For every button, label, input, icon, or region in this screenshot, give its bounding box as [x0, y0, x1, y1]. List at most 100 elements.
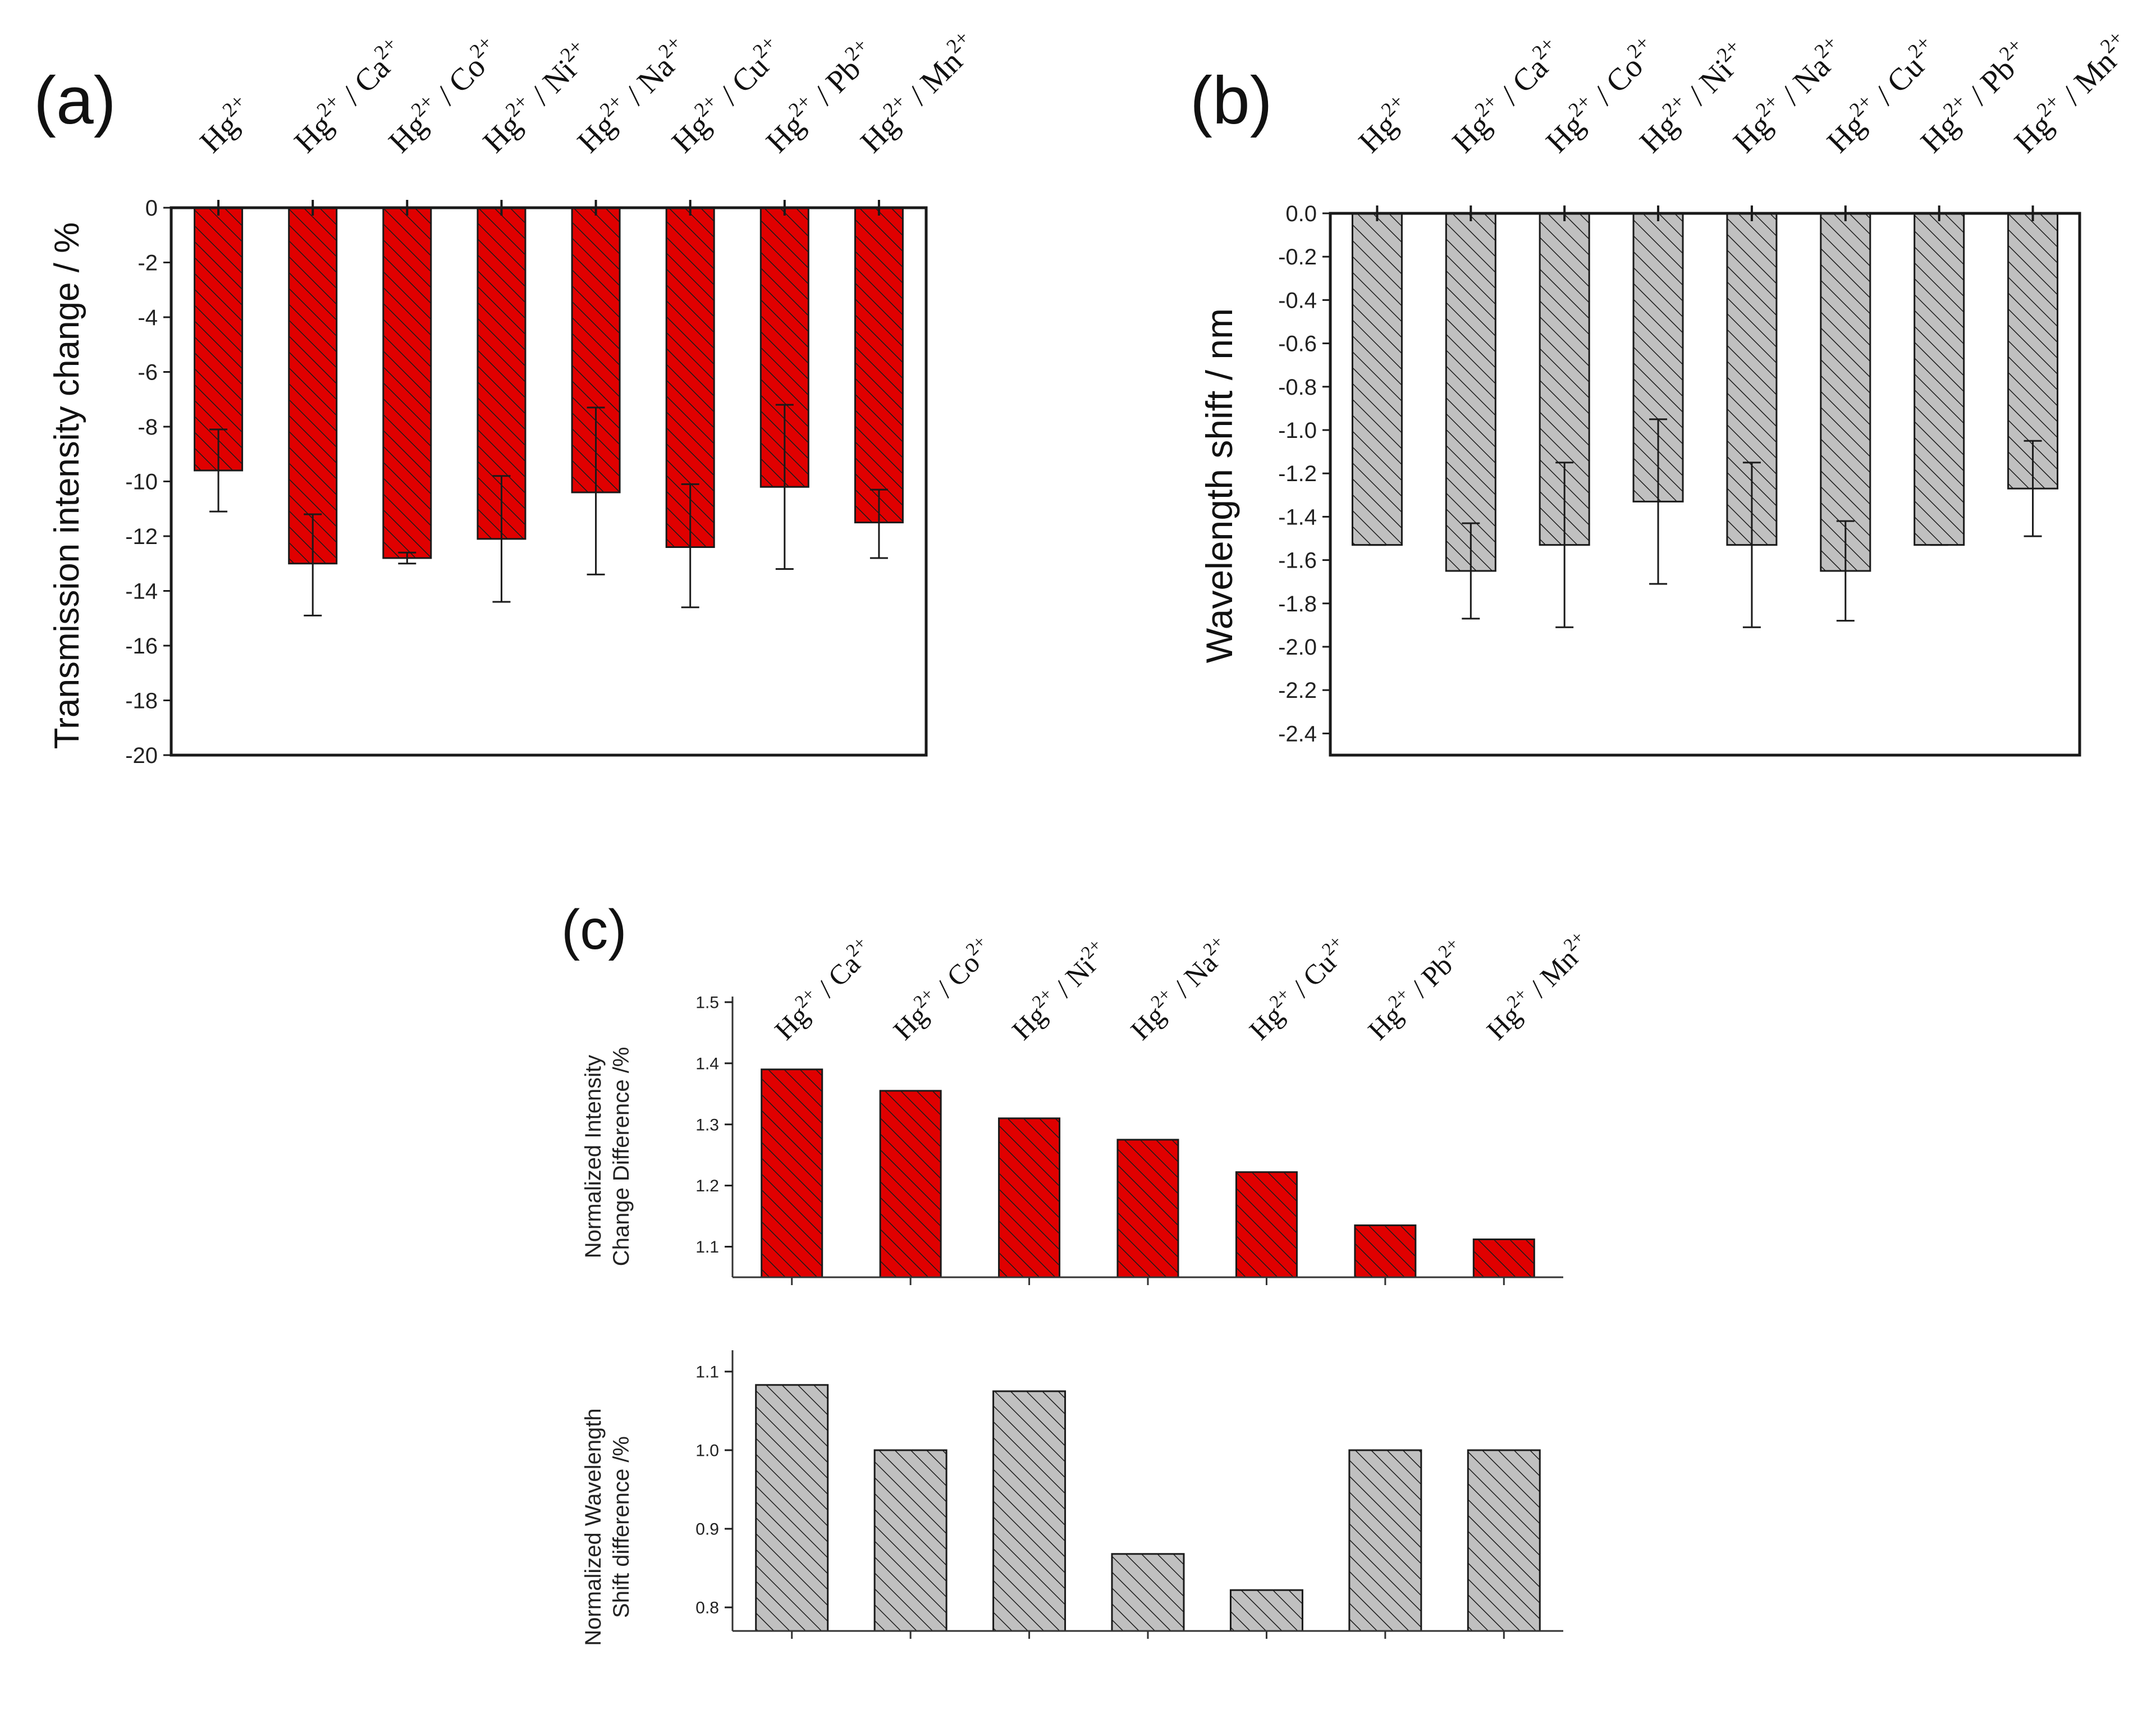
panel-c-bottom-y-axis-title-line1: Normalized Wavelength — [581, 1408, 606, 1646]
panel-a-bar-2 — [382, 207, 432, 559]
panel-c-top-category-label-0: Hg2+ / Ca2+ — [767, 933, 880, 1045]
panel-a-error-bar-5 — [681, 483, 699, 609]
panel-c-bottom-plot-area: 0.8 0.9 1.0 1.1 — [695, 1350, 1563, 1639]
panel-c-top-category-label-2: Hg2+ / Ni2+ — [1004, 935, 1115, 1045]
panel-a-error-bar-4 — [587, 406, 605, 575]
panel-b-bar-0 — [1351, 212, 1403, 546]
panel-c-bottom-bar-0 — [755, 1384, 829, 1632]
panel-b-bar-1 — [1445, 212, 1496, 572]
panel-c-bottom-bar-1 — [873, 1449, 947, 1632]
panel-b-plot-area: 0.0 -0.2 -0.4 -0.6 -0.8 -1.0 -1.2 -1.4 -1.6 -1.8 -… — [1278, 26, 2138, 757]
panel-c-bottom-y-tick-label-2: 1.0 — [695, 1442, 719, 1460]
panel-b-y-tick-label-1: -0.2 — [1278, 245, 1317, 269]
panel-b-error-bar-1 — [1462, 522, 1480, 620]
panel-b-y-axis-title: Wavelength shift / nm — [1198, 308, 1240, 663]
panel-b-y-tick-label-8: -1.6 — [1278, 549, 1317, 573]
panel-a-intensity-change-chart: (a) Transmission intensity change / % 0 -… — [34, 26, 985, 768]
panel-a-error-bar-1 — [304, 513, 322, 616]
panel-c-bottom-bar-3 — [1111, 1553, 1185, 1632]
panel-a-y-tick-label-4: -8 — [138, 415, 158, 440]
panel-c-top-bar-2 — [998, 1117, 1061, 1278]
panel-a-category-label-7: Hg2+ / Mn2+ — [852, 26, 985, 159]
panel-c-top-y-axis-title-line1: Normalized Intensity — [581, 1055, 606, 1258]
panel-a-error-bar-6 — [775, 404, 794, 570]
panel-c-label: (c) — [561, 898, 627, 961]
panel-c-top-bar-6 — [1472, 1238, 1535, 1278]
panel-a-y-tick-label-8: -16 — [125, 634, 158, 659]
panel-a-y-tick-label-10: -20 — [125, 743, 158, 768]
panel-a-y-axis-title: Transmission intensity change / % — [48, 222, 86, 749]
panel-a-y-tick-label-6: -12 — [125, 524, 158, 549]
panel-b-error-bar-7 — [2024, 440, 2042, 537]
panel-c-top-y-tick-label-1: 1.2 — [695, 1177, 719, 1195]
panel-b-category-label-6: Hg2+ / Pb2+ — [1911, 34, 2037, 159]
panel-c-normalized-chart: (c) Normalized Intensity Change Differen… — [561, 898, 1597, 1646]
panel-b-y-tick-label-10: -2.0 — [1278, 635, 1317, 660]
panel-a-y-tick-label-1: -2 — [138, 251, 158, 276]
panel-b-category-label-0: Hg2+ — [1349, 90, 1419, 159]
panel-b-wavelength-shift-chart: (b) Wavelength shift / nm 0.0 -0.2 -0.4 -0.… — [1190, 26, 2138, 757]
panel-a-y-tick-label-2: -4 — [138, 305, 158, 330]
panel-c-top-bar-0 — [761, 1068, 823, 1278]
panel-b-y-tick-label-3: -0.6 — [1278, 332, 1317, 357]
panel-b-y-tick-label-9: -1.8 — [1278, 592, 1317, 616]
panel-c-bottom-y-tick-label-3: 1.1 — [695, 1363, 719, 1382]
panel-c-top-y-tick-label-4: 1.5 — [695, 994, 719, 1012]
panel-c-top-y-tick-label-0: 1.1 — [695, 1238, 719, 1256]
panel-b-axes-frame — [1329, 212, 2081, 757]
panel-c-bottom-bar-4 — [1229, 1589, 1303, 1632]
panel-a-bar-1 — [288, 207, 338, 565]
panel-b-bar-5 — [1820, 212, 1871, 572]
panel-b-label: (b) — [1190, 63, 1272, 138]
panel-c-top-category-label-6: Hg2+ / Mn2+ — [1479, 927, 1597, 1046]
panel-a-bar-7 — [854, 207, 904, 524]
panel-c-top-category-label-3: Hg2+ / Na2+ — [1123, 931, 1237, 1045]
panel-a-error-bar-2 — [398, 551, 416, 565]
panel-a-error-bar-0 — [209, 428, 228, 513]
panel-c-top-bar-1 — [879, 1090, 942, 1278]
panel-b-y-tick-label-0: 0.0 — [1285, 202, 1317, 226]
panel-c-bottom-bar-5 — [1348, 1449, 1422, 1632]
panel-c-bottom-y-tick-label-1: 0.9 — [695, 1520, 719, 1539]
panel-a-label: (a) — [34, 63, 116, 138]
panel-b-error-bar-3 — [1649, 418, 1668, 585]
panel-a-y-tick-label-5: -10 — [125, 470, 158, 495]
panel-a-error-bar-7 — [869, 488, 888, 559]
panel-a-category-label-0: Hg2+ — [191, 90, 260, 159]
panel-b-error-bar-5 — [1836, 520, 1855, 622]
panel-a-bar-0 — [194, 207, 244, 472]
panel-b-y-tick-label-5: -1.0 — [1278, 418, 1317, 443]
panel-b-bar-6 — [1914, 212, 1965, 546]
panel-b-y-tick-label-6: -1.2 — [1278, 461, 1317, 486]
panel-b-category-label-7: Hg2+ / Mn2+ — [2005, 26, 2138, 159]
panel-c-bottom-y-tick-label-0: 0.8 — [695, 1599, 719, 1617]
panel-c-top-category-label-5: Hg2+ / Pb2+ — [1360, 934, 1472, 1045]
panel-a-y-tick-label-0: 0 — [145, 196, 158, 221]
panel-c-top-bar-5 — [1354, 1224, 1417, 1278]
panel-c-bottom-y-axis-title-line2: Shift difference /% — [609, 1436, 634, 1618]
panel-a-y-tick-label-7: -14 — [125, 579, 158, 604]
panel-c-top-y-axis-title-line2: Change Difference /% — [609, 1047, 634, 1267]
panel-b-y-tick-label-4: -0.8 — [1278, 375, 1317, 400]
panel-a-y-tick-label-9: -18 — [125, 689, 158, 714]
panel-c-top-y-tick-label-2: 1.3 — [695, 1116, 719, 1134]
panel-c-top-y-tick-label-3: 1.4 — [695, 1054, 719, 1073]
panel-b-y-tick-label-11: -2.2 — [1278, 678, 1317, 703]
panel-a-error-bar-3 — [492, 475, 511, 603]
panel-b-y-tick-label-7: -1.4 — [1278, 505, 1317, 529]
panel-a-y-tick-label-3: -6 — [138, 360, 158, 385]
panel-c-top-bar-3 — [1116, 1139, 1179, 1278]
panel-a-axes-frame — [170, 206, 928, 757]
panel-c-top-category-label-4: Hg2+ / Cu2+ — [1242, 931, 1356, 1045]
panel-c-top-bar-4 — [1235, 1171, 1298, 1278]
panel-b-y-tick-label-12: -2.4 — [1278, 721, 1317, 746]
panel-c-top-category-label-1: Hg2+ / Co2+ — [885, 931, 999, 1045]
panel-b-y-tick-label-2: -0.4 — [1278, 288, 1317, 313]
panel-c-bottom-bar-2 — [992, 1390, 1066, 1632]
panel-b-error-bar-4 — [1742, 461, 1761, 628]
panel-c-top-plot-area: 1.11.21.31.41.5 Hg2+ / Ca2+Hg2+ / Co2+Hg2… — [695, 927, 1597, 1285]
panel-b-error-bar-2 — [1555, 461, 1574, 628]
panel-c-bottom-bar-6 — [1467, 1449, 1541, 1632]
